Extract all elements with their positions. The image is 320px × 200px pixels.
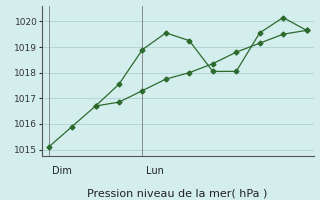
Text: Dim: Dim [52, 166, 72, 177]
Text: Pression niveau de la mer( hPa ): Pression niveau de la mer( hPa ) [87, 189, 268, 199]
Text: Lun: Lun [146, 166, 164, 177]
